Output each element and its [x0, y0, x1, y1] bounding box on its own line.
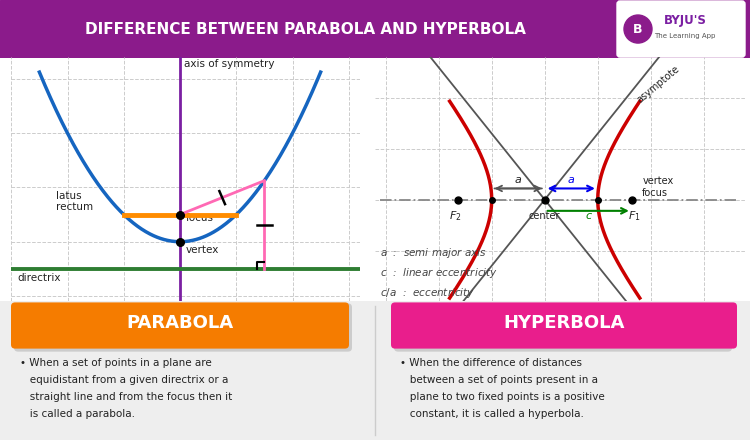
Text: center: center — [529, 211, 560, 221]
Text: focus: focus — [642, 187, 668, 198]
Text: latus
rectum: latus rectum — [56, 191, 93, 212]
Text: a: a — [514, 176, 522, 185]
Text: $F_2$: $F_2$ — [448, 209, 461, 223]
Text: • When the difference of distances: • When the difference of distances — [400, 358, 582, 368]
Text: PARABOLA: PARABOLA — [127, 315, 233, 333]
Text: constant, it is called a hyperbola.: constant, it is called a hyperbola. — [400, 409, 584, 419]
Text: vertex: vertex — [186, 245, 219, 255]
Text: c: c — [585, 211, 591, 221]
Text: DIFFERENCE BETWEEN PARABOLA AND HYPERBOLA: DIFFERENCE BETWEEN PARABOLA AND HYPERBOL… — [85, 22, 526, 37]
Text: asymptote: asymptote — [635, 63, 682, 105]
Text: plane to two fixed points is a positive: plane to two fixed points is a positive — [400, 392, 604, 402]
FancyBboxPatch shape — [617, 1, 745, 57]
Text: $a$  :  semi major axis: $a$ : semi major axis — [380, 246, 488, 260]
Text: axis of symmetry: axis of symmetry — [184, 59, 275, 69]
Text: straight line and from the focus then it: straight line and from the focus then it — [20, 392, 232, 402]
FancyBboxPatch shape — [14, 304, 352, 352]
Text: $F_1$: $F_1$ — [628, 209, 640, 223]
Text: B: B — [633, 22, 643, 36]
FancyBboxPatch shape — [11, 302, 349, 348]
Text: a: a — [568, 176, 574, 185]
Text: The Learning App: The Learning App — [654, 33, 716, 39]
Text: BYJU'S: BYJU'S — [664, 14, 706, 26]
Text: equidistant from a given directrix or a: equidistant from a given directrix or a — [20, 375, 228, 385]
Text: HYPERBOLA: HYPERBOLA — [503, 315, 625, 333]
Text: between a set of points present in a: between a set of points present in a — [400, 375, 598, 385]
Circle shape — [624, 15, 652, 43]
Text: $c$  :  linear eccentricity: $c$ : linear eccentricity — [380, 266, 498, 280]
Text: directrix: directrix — [16, 273, 60, 283]
Text: • When a set of points in a plane are: • When a set of points in a plane are — [20, 358, 211, 368]
FancyBboxPatch shape — [391, 302, 737, 348]
Text: $c/a$  :  eccentricity: $c/a$ : eccentricity — [380, 286, 476, 301]
FancyBboxPatch shape — [394, 304, 732, 352]
Text: vertex: vertex — [642, 176, 674, 187]
Text: focus: focus — [186, 213, 214, 223]
Text: is called a parabola.: is called a parabola. — [20, 409, 135, 419]
